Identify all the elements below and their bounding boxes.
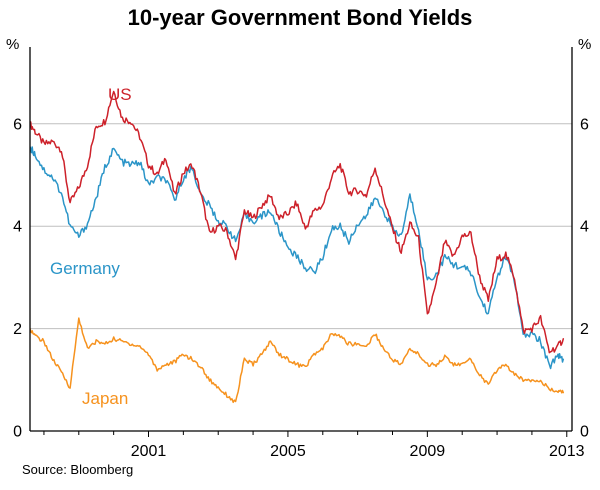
y-axis-unit-left: % (6, 36, 19, 53)
y-tick-label-left: 6 (13, 116, 22, 133)
series-lines (30, 90, 565, 404)
series-line-germany (30, 146, 565, 370)
y-tick-label-right: 6 (580, 116, 589, 133)
axes: 0 0 2 2 4 4 6 6 2001 2005 2009 2013 (13, 47, 589, 460)
y-tick-label-left: 0 (13, 424, 22, 441)
y-tick-label-right: 4 (580, 219, 589, 236)
y-tick-label-right: 2 (580, 321, 589, 338)
y-axis-unit-right: % (578, 36, 591, 53)
x-tick-label: 2005 (270, 443, 306, 460)
gridlines (30, 123, 572, 330)
series-label-germany: Germany (50, 259, 120, 278)
x-tick-label: 2013 (549, 443, 585, 460)
y-tick-label-left: 4 (13, 219, 22, 236)
chart-page: 10-year Government Bond Yields 0 0 2 2 4 4 6 6 2… (6, 5, 591, 477)
x-tick-label: 2001 (131, 443, 167, 460)
x-tick-label: 2009 (410, 443, 446, 460)
series-label-us: US (108, 85, 132, 104)
chart-title: 10-year Government Bond Yields (127, 5, 473, 30)
series-label-japan: Japan (82, 389, 128, 408)
series-line-japan (30, 317, 565, 404)
source-note: Source: Bloomberg (22, 462, 134, 477)
y-tick-label-left: 2 (13, 321, 22, 338)
y-tick-label-right: 0 (580, 424, 589, 441)
series-line-us (30, 90, 565, 354)
